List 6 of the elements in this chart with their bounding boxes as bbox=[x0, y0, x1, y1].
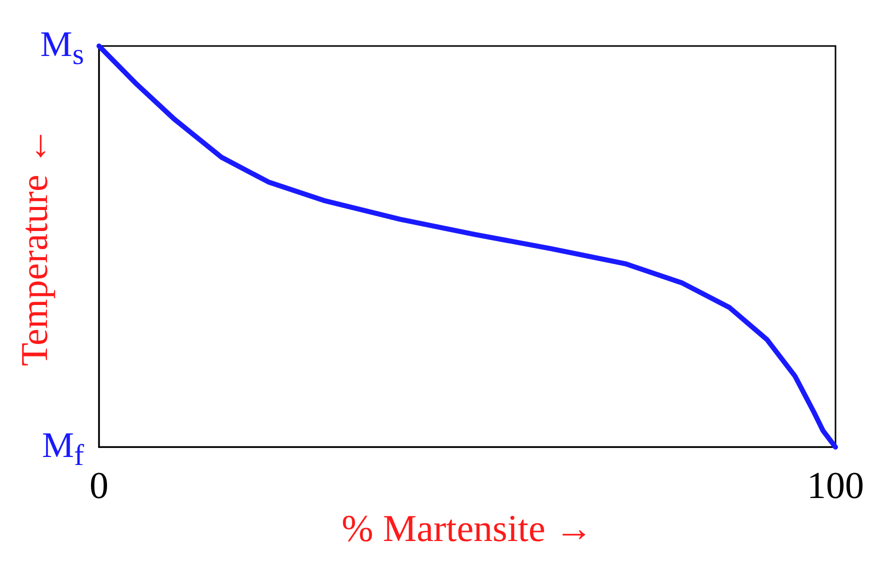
x-tick-label: 0 bbox=[90, 465, 108, 508]
x-tick-label: 100 bbox=[807, 465, 864, 508]
text: M$_{s}$ bbox=[40, 24, 84, 74]
x-axis-title: % Martensite → bbox=[342, 508, 593, 550]
text: M$_{f}$ bbox=[42, 425, 84, 474]
y-axis-title: Temperature ← bbox=[14, 127, 56, 366]
